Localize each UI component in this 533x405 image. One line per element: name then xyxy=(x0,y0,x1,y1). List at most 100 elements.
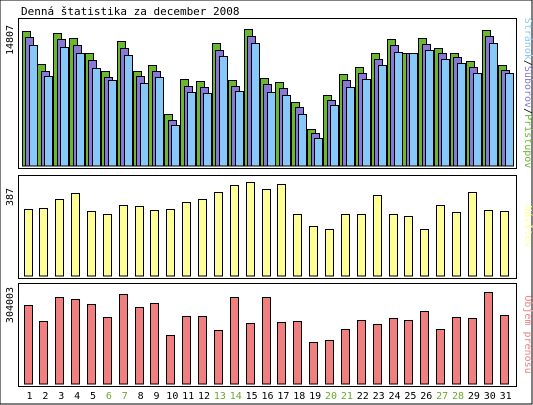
bar-kbytes-kbytes-day-26 xyxy=(420,311,429,385)
x-tick-day-1: 1 xyxy=(26,391,32,402)
bar-hits_files_pages-pages-day-30 xyxy=(489,43,498,167)
bar-visits-visits-day-21 xyxy=(341,214,350,277)
bar-hits_files_pages-pages-day-31 xyxy=(505,73,514,167)
x-tick-day-31: 31 xyxy=(500,391,512,402)
bar-kbytes-kbytes-day-16 xyxy=(262,297,271,385)
x-tick-day-5: 5 xyxy=(90,391,96,402)
bar-hits_files_pages-pages-day-7 xyxy=(124,55,133,167)
x-tick-day-10: 10 xyxy=(166,391,178,402)
bar-kbytes-kbytes-day-10 xyxy=(166,335,175,385)
bar-visits-visits-day-1 xyxy=(24,209,33,277)
bar-kbytes-kbytes-day-13 xyxy=(214,330,223,385)
bar-visits-visits-day-2 xyxy=(39,208,48,277)
legend-part-hits_files_pages-1: / xyxy=(522,60,533,66)
bar-kbytes-kbytes-day-25 xyxy=(404,320,413,385)
bar-hits_files_pages-pages-day-25 xyxy=(409,53,418,167)
x-tick-day-3: 3 xyxy=(58,391,64,402)
bar-visits-visits-day-22 xyxy=(357,214,366,277)
x-tick-day-22: 22 xyxy=(357,391,369,402)
bar-hits_files_pages-pages-day-14 xyxy=(235,91,244,167)
legend-part-hits_files_pages-0: Stránok xyxy=(522,18,533,60)
bar-kbytes-kbytes-day-1 xyxy=(24,305,33,385)
x-tick-day-2: 2 xyxy=(42,391,48,402)
panel-frame-visits xyxy=(18,175,517,279)
bar-visits-visits-day-29 xyxy=(468,192,477,277)
bar-hits_files_pages-pages-day-10 xyxy=(171,125,180,167)
bar-kbytes-kbytes-day-31 xyxy=(500,315,509,385)
x-tick-day-14: 14 xyxy=(230,391,242,402)
bar-hits_files_pages-pages-day-21 xyxy=(346,87,355,167)
bar-kbytes-kbytes-day-27 xyxy=(436,329,445,385)
bar-hits_files_pages-pages-day-5 xyxy=(92,68,101,167)
bar-hits_files_pages-pages-day-2 xyxy=(44,76,53,167)
bar-visits-visits-day-23 xyxy=(373,195,382,277)
bar-kbytes-kbytes-day-7 xyxy=(119,294,128,385)
bar-kbytes-kbytes-day-23 xyxy=(373,324,382,385)
x-tick-day-13: 13 xyxy=(214,391,226,402)
bar-hits_files_pages-pages-day-27 xyxy=(441,59,450,167)
x-tick-day-9: 9 xyxy=(153,391,159,402)
y-max-label-hits_files_pages: 14807 xyxy=(5,25,16,55)
x-tick-day-16: 16 xyxy=(262,391,274,402)
bar-visits-visits-day-3 xyxy=(55,199,64,277)
legend-part-visits-0: Návštev xyxy=(522,205,533,247)
bar-hits_files_pages-pages-day-23 xyxy=(378,65,387,167)
y-max-label-visits: 387 xyxy=(5,188,16,206)
bar-hits_files_pages-pages-day-24 xyxy=(394,52,403,167)
bar-kbytes-kbytes-day-21 xyxy=(341,329,350,385)
bar-hits_files_pages-pages-day-12 xyxy=(203,93,212,167)
bar-visits-visits-day-24 xyxy=(389,214,398,277)
legend-part-hits_files_pages-3: / xyxy=(522,108,533,114)
bar-kbytes-kbytes-day-6 xyxy=(103,317,112,385)
x-tick-day-24: 24 xyxy=(388,391,400,402)
bar-visits-visits-day-19 xyxy=(309,226,318,277)
x-tick-day-21: 21 xyxy=(341,391,353,402)
legend-kbytes: Objem prenosu xyxy=(522,295,533,373)
legend-part-hits_files_pages-2: Súborov xyxy=(522,66,533,108)
bar-kbytes-kbytes-day-11 xyxy=(182,316,191,385)
y-max-label-kbytes: 304003 xyxy=(5,287,16,323)
bar-kbytes-kbytes-day-29 xyxy=(468,318,477,385)
bar-visits-visits-day-4 xyxy=(71,193,80,277)
bar-kbytes-kbytes-day-14 xyxy=(230,297,239,385)
bar-kbytes-kbytes-day-15 xyxy=(246,323,255,385)
bar-visits-visits-day-6 xyxy=(103,214,112,277)
bar-visits-visits-day-30 xyxy=(484,210,493,277)
bar-visits-visits-day-18 xyxy=(293,214,302,277)
x-tick-day-20: 20 xyxy=(325,391,337,402)
bar-visits-visits-day-14 xyxy=(230,185,239,277)
bar-visits-visits-day-13 xyxy=(214,192,223,277)
bar-kbytes-kbytes-day-17 xyxy=(277,322,286,385)
x-tick-day-25: 25 xyxy=(404,391,416,402)
bar-hits_files_pages-pages-day-6 xyxy=(108,80,117,167)
bar-kbytes-kbytes-day-12 xyxy=(198,316,207,385)
x-tick-day-26: 26 xyxy=(420,391,432,402)
bar-hits_files_pages-pages-day-13 xyxy=(219,56,228,167)
bar-hits_files_pages-pages-day-29 xyxy=(473,73,482,167)
x-tick-day-15: 15 xyxy=(246,391,258,402)
bar-hits_files_pages-pages-day-8 xyxy=(140,83,149,167)
bar-visits-visits-day-9 xyxy=(150,210,159,277)
x-tick-day-29: 29 xyxy=(468,391,480,402)
bar-hits_files_pages-pages-day-20 xyxy=(330,105,339,167)
bar-visits-visits-day-7 xyxy=(119,205,128,277)
bar-visits-visits-day-12 xyxy=(198,199,207,277)
x-tick-day-27: 27 xyxy=(436,391,448,402)
x-tick-day-17: 17 xyxy=(277,391,289,402)
x-tick-day-23: 23 xyxy=(373,391,385,402)
bar-hits_files_pages-pages-day-22 xyxy=(362,79,371,167)
bar-kbytes-kbytes-day-24 xyxy=(389,318,398,385)
bar-visits-visits-day-10 xyxy=(166,209,175,277)
x-tick-day-7: 7 xyxy=(122,391,128,402)
bar-hits_files_pages-pages-day-1 xyxy=(29,45,38,167)
bar-hits_files_pages-pages-day-18 xyxy=(298,114,307,167)
legend-visits: Návštev xyxy=(522,205,533,247)
bar-hits_files_pages-pages-day-19 xyxy=(314,138,323,167)
bar-kbytes-kbytes-day-5 xyxy=(87,304,96,385)
bar-kbytes-kbytes-day-4 xyxy=(71,299,80,385)
bar-hits_files_pages-pages-day-11 xyxy=(187,92,196,167)
bar-kbytes-kbytes-day-8 xyxy=(135,307,144,385)
bar-visits-visits-day-5 xyxy=(87,211,96,277)
panel-frame-kbytes xyxy=(18,283,517,387)
